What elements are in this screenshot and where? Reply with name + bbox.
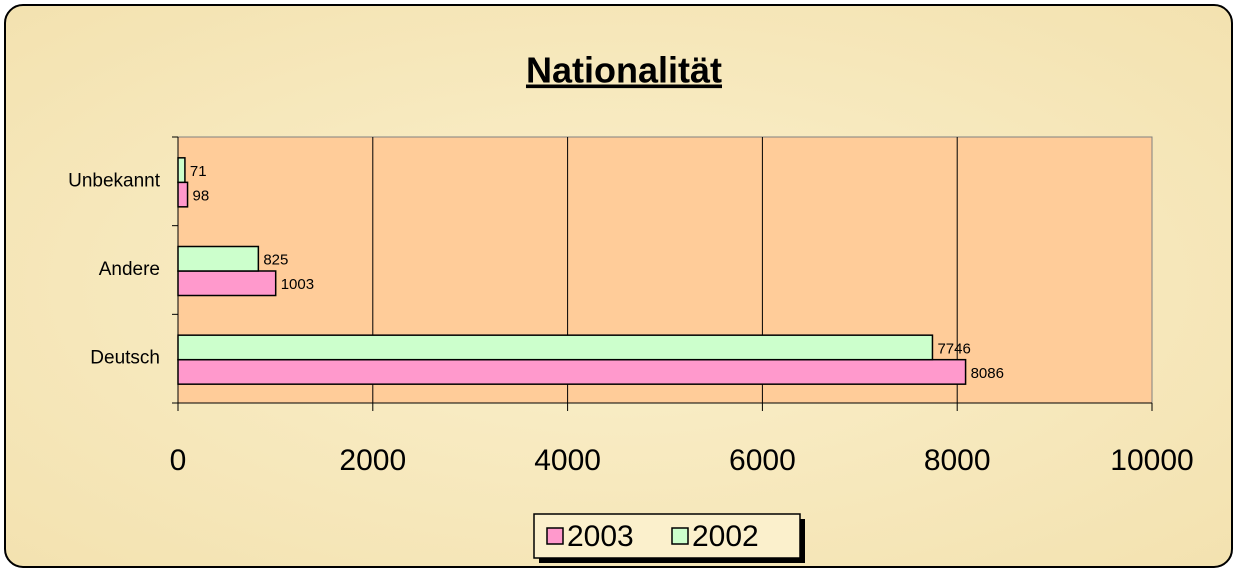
data-label: 1003 (281, 276, 314, 293)
bar (177, 334, 934, 361)
legend-box (533, 513, 801, 559)
bar (177, 358, 967, 385)
bar (177, 245, 260, 272)
data-label: 7746 (937, 340, 970, 357)
legend-swatch (546, 527, 564, 545)
bar (177, 157, 186, 184)
legend-label: 2002 (692, 520, 759, 553)
x-tick-label: 0 (170, 444, 187, 477)
data-label: 825 (263, 252, 288, 269)
data-label: 8086 (971, 365, 1004, 382)
x-tick-label: 4000 (534, 444, 601, 477)
bar (177, 181, 189, 208)
y-tick-label: Deutsch (90, 348, 160, 369)
x-tick-label: 6000 (729, 444, 796, 477)
x-tick-label: 8000 (924, 444, 991, 477)
y-tick-label: Andere (99, 259, 160, 280)
data-label: 98 (193, 188, 210, 205)
x-tick-label: 2000 (339, 444, 406, 477)
legend (533, 513, 805, 563)
chart-title: Nationalität (526, 50, 722, 91)
legend-swatch (671, 527, 689, 545)
x-tick-label: 10000 (1110, 444, 1193, 477)
data-label: 71 (190, 163, 207, 180)
legend-label: 2003 (567, 520, 634, 553)
y-tick-label: Unbekannt (68, 170, 161, 191)
bar (177, 270, 277, 297)
